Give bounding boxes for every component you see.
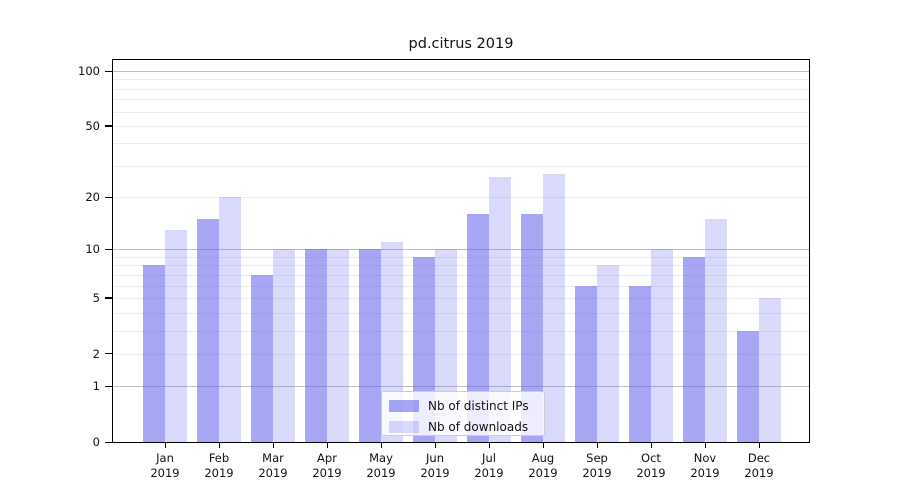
bar-ips-dec <box>737 330 759 442</box>
x-tick-apr <box>326 443 328 448</box>
x-tick-aug <box>542 443 544 448</box>
bar-downloads-dec <box>759 297 781 442</box>
x-tick-label-sep: Sep 2019 <box>582 451 612 480</box>
bar-downloads-jul <box>489 177 511 442</box>
chart-title: pd.citrus 2019 <box>408 36 514 52</box>
gridline-100 <box>113 71 809 72</box>
legend-item-downloads: Nb of downloads <box>389 417 544 436</box>
x-tick-label-dec: Dec 2019 <box>744 451 774 480</box>
gridline-4 <box>113 312 809 314</box>
x-tick-label-jun: Jun 2019 <box>420 451 450 480</box>
y-tick-5 <box>105 297 112 299</box>
y-tick-label-10: 10 <box>85 242 100 257</box>
gridline-5 <box>113 297 809 299</box>
bar-downloads-sep <box>597 265 619 442</box>
bar-ips-mar <box>251 274 273 442</box>
gridline-6 <box>113 285 809 287</box>
x-tick-mar <box>272 443 274 448</box>
y-tick-100 <box>105 70 112 72</box>
plot-area <box>112 59 810 443</box>
x-tick-feb <box>218 443 220 448</box>
plot-canvas <box>113 60 809 442</box>
gridline-40 <box>113 143 809 145</box>
y-tick-10 <box>105 248 112 251</box>
bar-downloads-apr <box>327 249 349 442</box>
gridline-7 <box>113 274 809 276</box>
y-tick-label-2: 2 <box>92 346 100 361</box>
legend-swatch-ips <box>389 399 419 412</box>
y-tick-1 <box>105 385 112 388</box>
x-tick-dec <box>758 443 760 448</box>
gridline-30 <box>113 165 809 167</box>
legend-swatch-downloads <box>389 420 419 433</box>
x-tick-label-nov: Nov 2019 <box>690 451 720 480</box>
gridline-80 <box>113 88 809 90</box>
bar-downloads-nov <box>705 219 727 442</box>
legend-item-distinct-ips: Nb of distinct IPs <box>389 396 544 415</box>
legend: Nb of distinct IPs Nb of downloads <box>381 391 545 436</box>
bar-downloads-jan <box>165 229 187 442</box>
x-tick-jul <box>488 443 490 448</box>
x-tick-jan <box>164 443 166 448</box>
y-tick-label-5: 5 <box>92 290 100 305</box>
gridline-60 <box>113 111 809 113</box>
legend-label-downloads: Nb of downloads <box>428 419 529 434</box>
gridline-9 <box>113 256 809 258</box>
x-tick-label-aug: Aug 2019 <box>528 451 558 480</box>
gridline-3 <box>113 330 809 332</box>
x-tick-may <box>380 443 382 448</box>
x-tick-label-may: May 2019 <box>366 451 396 480</box>
y-tick-20 <box>105 196 112 199</box>
gridline-70 <box>113 99 809 101</box>
x-tick-label-mar: Mar 2019 <box>258 451 288 480</box>
gridline-1 <box>113 386 809 388</box>
bar-ips-oct <box>629 285 651 442</box>
y-tick-50 <box>105 125 112 127</box>
x-tick-nov <box>704 443 706 448</box>
y-tick-label-1: 1 <box>92 379 100 394</box>
bar-ips-apr <box>305 249 327 442</box>
y-tick-label-20: 20 <box>85 190 100 205</box>
y-tick-label-100: 100 <box>78 64 100 78</box>
y-tick-0 <box>105 441 112 443</box>
y-tick-label-50: 50 <box>85 118 100 133</box>
bar-downloads-oct <box>651 249 673 442</box>
bar-downloads-mar <box>273 249 295 442</box>
gridline-10 <box>113 249 809 251</box>
x-tick-label-apr: Apr 2019 <box>312 451 342 480</box>
gridline-90 <box>113 79 809 81</box>
x-tick-sep <box>596 443 598 448</box>
x-tick-label-jul: Jul 2019 <box>474 451 504 480</box>
x-tick-label-oct: Oct 2019 <box>636 451 666 480</box>
gridline-2 <box>113 353 809 355</box>
bar-ips-jan <box>143 265 165 442</box>
gridline-8 <box>113 265 809 267</box>
y-tick-label-0: 0 <box>92 435 100 449</box>
bar-ips-nov <box>683 256 705 442</box>
bar-ips-sep <box>575 285 597 442</box>
bar-ips-feb <box>197 219 219 442</box>
x-tick-oct <box>650 443 652 448</box>
bar-ips-aug <box>521 214 543 442</box>
bar-downloads-feb <box>219 197 241 442</box>
gridline-50 <box>113 125 809 127</box>
y-tick-2 <box>105 353 112 355</box>
gridline-20 <box>113 197 809 199</box>
bar-downloads-aug <box>543 174 565 442</box>
x-tick-jun <box>434 443 436 448</box>
x-tick-label-jan: Jan 2019 <box>150 451 180 480</box>
x-tick-label-feb: Feb 2019 <box>204 451 234 480</box>
bar-ips-may <box>359 249 381 442</box>
bar-ips-jul <box>467 214 489 442</box>
legend-label-ips: Nb of distinct IPs <box>428 398 529 413</box>
